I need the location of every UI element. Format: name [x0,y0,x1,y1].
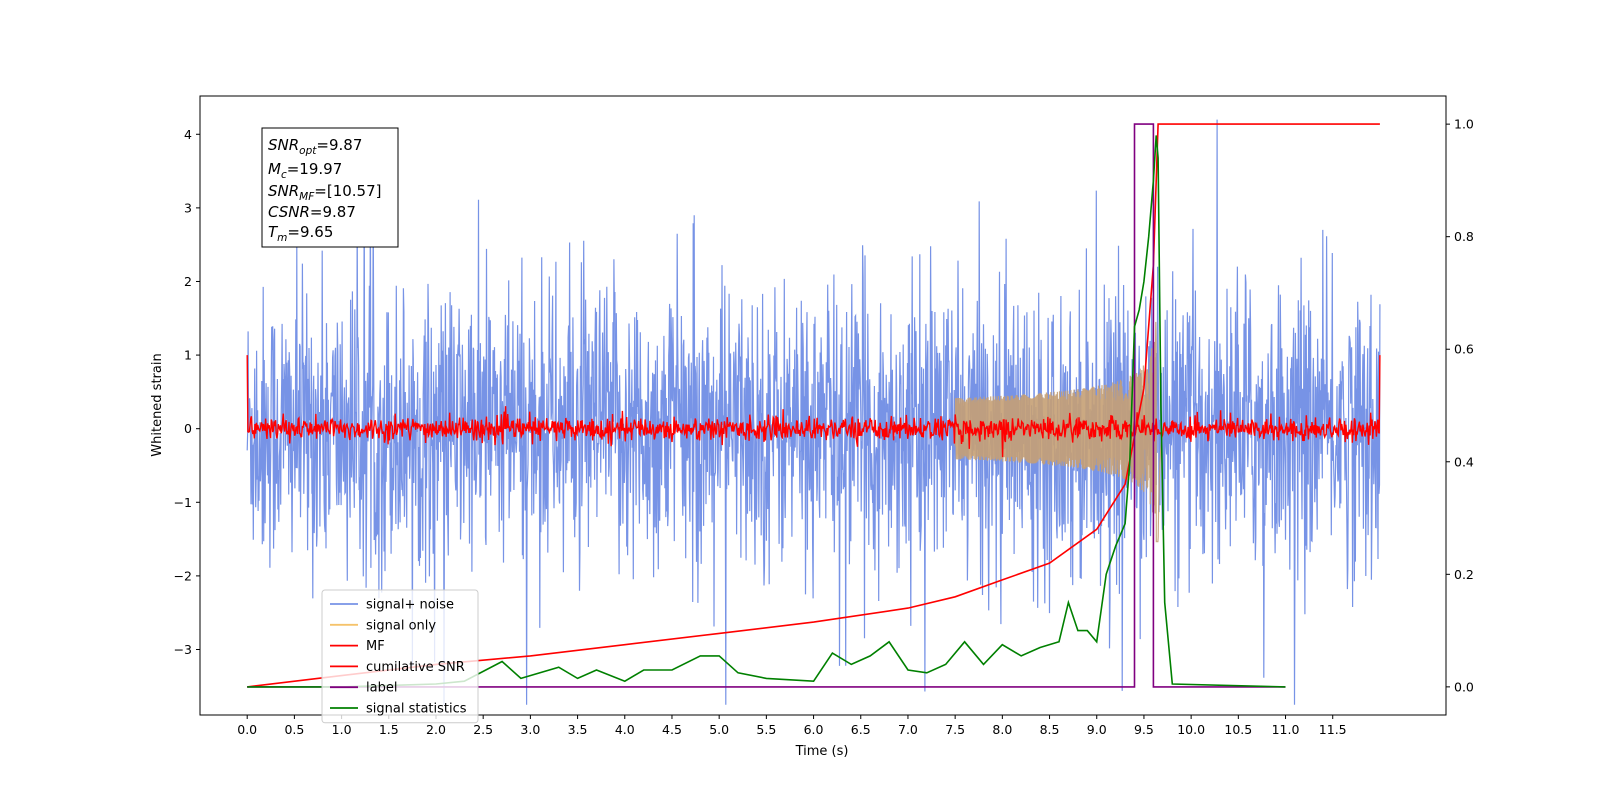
y-axis-label: Whitened strain [150,353,165,456]
x-tick-label: 9.5 [1134,722,1154,737]
y-tick-label: −2 [174,568,192,583]
legend-label: signal statistics [366,702,467,717]
x-tick-label: 4.5 [662,722,682,737]
legend-label: MF [366,639,385,654]
y-tick-label: 1 [184,348,192,363]
x-tick-label: 8.0 [992,722,1012,737]
legend: signal+ noise signal only MF cumilative SNR… [321,589,479,724]
x-tick-label: 6.0 [804,722,824,737]
x-tick-label: 0.0 [237,722,257,737]
x-tick-label: 1.5 [379,722,399,737]
x-tick-label: 10.5 [1224,722,1252,737]
series-cumulative-snr-line [247,123,1380,688]
x-axis-label: Time (s) [795,744,849,759]
y-tick-label: 0 [184,421,192,436]
annotation-snr-opt: SNRopt=9.87 [268,136,362,157]
legend-label: signal only [366,618,436,633]
x-tick-label: 0.5 [284,722,304,737]
y-tick-label: 4 [184,127,192,142]
y-axis-right: 0.0 0.2 0.4 0.6 0.8 1.0 [1446,117,1474,694]
plot-area [246,119,1381,705]
y-tick-label: 3 [184,200,192,215]
series-signal-statistics-line [247,135,1286,688]
x-tick-label: 11.5 [1319,722,1347,737]
y2-tick-label: 0.8 [1454,229,1474,244]
annotation-csnr: CSNR=9.87 [268,203,356,221]
y2-tick-label: 0.6 [1454,342,1474,357]
y2-tick-label: 0.0 [1454,679,1474,694]
x-tick-label: 3.0 [520,722,540,737]
x-axis: 0.0 0.5 1.0 1.5 2.0 2.5 3.0 3.5 4.0 4.5 5.0 5.5 6.0 6… [237,715,1347,737]
legend-label: cumilative SNR [366,660,465,675]
x-tick-label: 7.0 [898,722,918,737]
x-tick-label: 1.0 [332,722,352,737]
x-tick-label: 9.0 [1087,722,1107,737]
x-tick-label: 5.0 [709,722,729,737]
y-axis-left: −3 −2 −1 0 1 2 3 4 [174,127,200,657]
legend-label: label [366,681,397,696]
x-tick-label: 6.5 [851,722,871,737]
x-tick-label: 5.5 [756,722,776,737]
annotation-tm: Tm=9.65 [268,223,333,244]
y-tick-label: 2 [184,274,192,289]
annotation-box: SNRopt=9.87 Mc=19.97 SNRMF=[10.57] CSNR=… [261,127,399,248]
x-tick-label: 4.0 [615,722,635,737]
annotation-mc: Mc=19.97 [268,160,342,181]
x-tick-label: 10.0 [1177,722,1205,737]
x-tick-label: 2.0 [426,722,446,737]
legend-frame [321,589,479,724]
y2-tick-label: 0.4 [1454,454,1474,469]
series-signal-noise-line [246,119,1381,705]
x-tick-label: 3.5 [568,722,588,737]
annotation-frame [261,127,399,248]
x-tick-label: 7.5 [945,722,965,737]
axes-frame [199,95,1447,716]
x-tick-label: 2.5 [473,722,493,737]
y-tick-label: −1 [174,495,192,510]
legend-label: signal+ noise [366,598,454,613]
x-tick-label: 8.5 [1040,722,1060,737]
y-tick-label: −3 [174,642,192,657]
annotation-snr-mf: SNRMF=[10.57] [268,182,382,203]
y2-tick-label: 1.0 [1454,117,1474,132]
series-label-line [247,123,1286,688]
x-tick-label: 11.0 [1272,722,1300,737]
y2-tick-label: 0.2 [1454,567,1474,582]
series-mf-line [246,355,1381,458]
